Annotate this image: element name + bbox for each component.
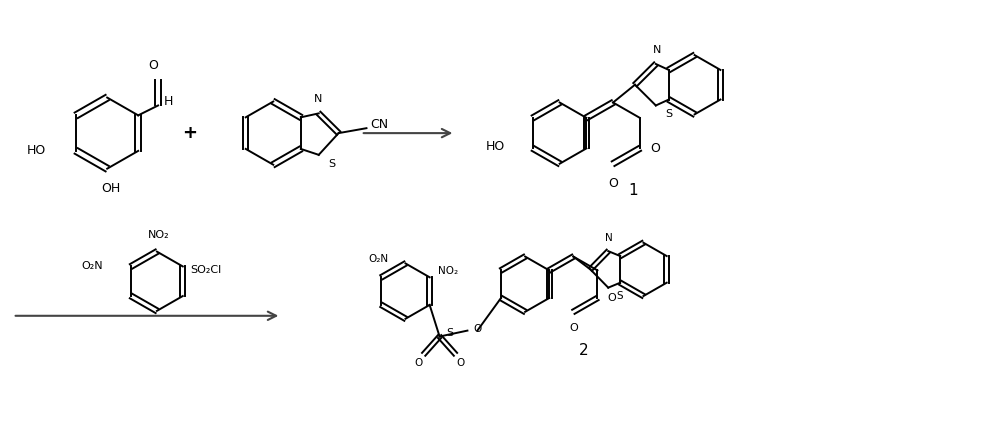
Text: HO: HO [27, 145, 46, 157]
Text: OH: OH [102, 182, 121, 194]
Text: O: O [456, 358, 465, 368]
Text: N: N [314, 95, 322, 104]
Text: S: S [447, 328, 454, 338]
Text: 2: 2 [578, 343, 588, 358]
Text: O₂N: O₂N [368, 255, 388, 264]
Text: NO₂: NO₂ [148, 230, 170, 240]
Text: O: O [148, 59, 158, 72]
Text: O: O [608, 176, 618, 190]
Text: +: + [182, 124, 197, 142]
Text: CN: CN [370, 118, 389, 131]
Text: O: O [415, 358, 423, 368]
Text: O₂N: O₂N [82, 261, 103, 271]
Text: S: S [665, 110, 672, 119]
Text: S: S [616, 290, 623, 301]
Text: HO: HO [486, 140, 505, 153]
Text: SO₂Cl: SO₂Cl [191, 265, 222, 275]
Text: NO₂: NO₂ [438, 267, 458, 276]
Text: H: H [164, 95, 173, 108]
Text: O: O [651, 142, 661, 155]
Text: O: O [607, 293, 616, 303]
Text: N: N [605, 233, 613, 243]
Text: O: O [473, 324, 482, 334]
Text: O: O [569, 323, 578, 333]
Text: S: S [329, 159, 336, 169]
Text: N: N [653, 45, 661, 55]
Text: 1: 1 [628, 183, 638, 198]
